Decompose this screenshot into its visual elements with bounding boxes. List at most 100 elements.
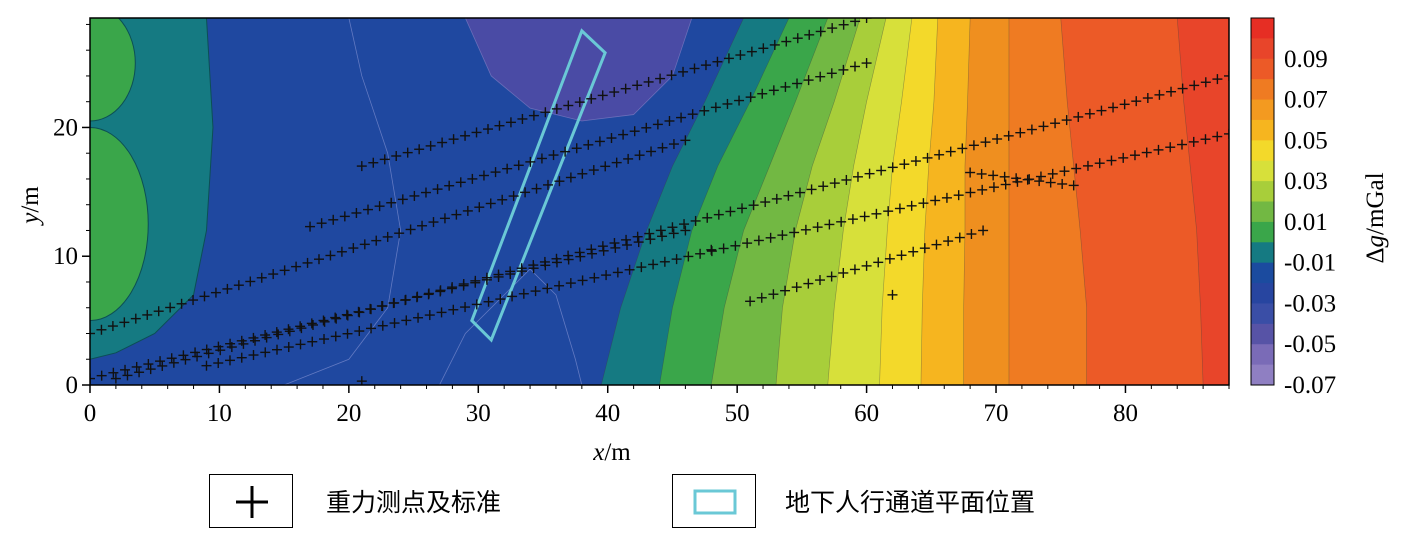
survey-point [884, 253, 895, 264]
plot-area [90, 18, 1229, 385]
survey-point [838, 19, 849, 30]
survey-point [1141, 147, 1152, 158]
survey-point [188, 295, 199, 306]
survey-point [494, 120, 505, 131]
survey-point [588, 165, 599, 176]
survey-point [624, 264, 635, 275]
colorbar-frame [1250, 17, 1275, 386]
survey-point [517, 113, 528, 124]
survey-point [131, 361, 142, 372]
survey-point [742, 238, 753, 249]
survey-point [505, 117, 516, 128]
survey-point [1142, 93, 1153, 104]
survey-point [284, 326, 295, 337]
survey-point [887, 162, 898, 173]
colorbar-swatch [1251, 79, 1274, 101]
survey-point [122, 370, 133, 381]
survey-point [687, 109, 698, 120]
survey-point [574, 247, 585, 258]
colorbar-label: -0.01 [1284, 250, 1336, 277]
survey-point [130, 313, 141, 324]
survey-point [690, 215, 701, 226]
survey-point [528, 110, 539, 121]
x-tick-label: 40 [595, 400, 620, 427]
survey-point-extra [706, 244, 717, 255]
colorbar-swatch [1251, 181, 1274, 202]
survey-point [899, 159, 910, 170]
survey-point [666, 70, 677, 81]
survey-point [363, 204, 374, 215]
survey-point [768, 85, 779, 96]
survey-point [806, 184, 817, 195]
survey-point [792, 78, 803, 89]
survey-point [302, 257, 313, 268]
x-tick-label: 30 [466, 400, 491, 427]
survey-point [1108, 102, 1119, 113]
survey-point [1096, 105, 1107, 116]
survey-point [629, 126, 640, 137]
survey-point [1050, 118, 1061, 129]
survey-point [505, 266, 516, 277]
survey-point [1011, 173, 1022, 184]
survey-point [176, 298, 187, 309]
survey-point [756, 292, 767, 303]
x-axis-title: x/m [592, 439, 631, 466]
survey-point [945, 146, 956, 157]
survey-point [471, 127, 482, 138]
survey-point [594, 136, 605, 147]
survey-point [542, 179, 553, 190]
survey-point [735, 50, 746, 61]
survey-point [462, 205, 473, 216]
survey-point [1038, 121, 1049, 132]
survey-point [1071, 163, 1082, 174]
survey-point [319, 334, 330, 345]
survey-point [1188, 136, 1199, 147]
survey-point [330, 312, 341, 323]
cross-icon [236, 486, 268, 518]
survey-point [659, 256, 670, 267]
survey-point [768, 289, 779, 300]
survey-point [283, 342, 294, 353]
survey-point [412, 291, 423, 302]
survey-point [1189, 80, 1200, 91]
survey-point [490, 167, 501, 178]
survey-point [1154, 89, 1165, 100]
survey-point [574, 97, 585, 108]
legend-station-label: 重力测点及标准 [326, 488, 502, 517]
survey-point [906, 200, 917, 211]
survey-point [481, 272, 492, 283]
survey-point [359, 239, 370, 250]
survey-point [401, 315, 412, 326]
survey-point [382, 231, 393, 242]
survey-point [551, 103, 562, 114]
survey-point [769, 39, 780, 50]
survey-point [922, 152, 933, 163]
colorbar: 0.09 0.07 0.05 0.03 0.01 -0.01 -0.03 -0.05 -0.07 [1250, 17, 1336, 399]
survey-point [586, 248, 597, 259]
survey-point [976, 168, 987, 179]
survey-point [610, 242, 621, 253]
survey-point [601, 270, 612, 281]
x-tick-label: 70 [984, 400, 1009, 427]
survey-point [1003, 130, 1014, 141]
survey-point [988, 182, 999, 193]
survey-point [308, 319, 319, 330]
survey-point [655, 225, 666, 236]
survey-point [226, 342, 237, 353]
survey-point [366, 323, 377, 334]
survey-point [420, 187, 431, 198]
survey-point [356, 161, 367, 172]
survey-point [409, 190, 420, 201]
survey-point [497, 194, 508, 205]
colorbar-swatch [1251, 221, 1274, 243]
colorbar-label: -0.05 [1284, 331, 1336, 358]
survey-point [520, 187, 531, 198]
survey-point [725, 206, 736, 217]
survey-point [679, 219, 690, 230]
survey-point [965, 187, 976, 198]
survey-point [618, 129, 629, 140]
survey-point [1119, 99, 1130, 110]
survey-point [1200, 77, 1211, 88]
survey-point [493, 269, 504, 280]
survey-point [826, 271, 837, 282]
